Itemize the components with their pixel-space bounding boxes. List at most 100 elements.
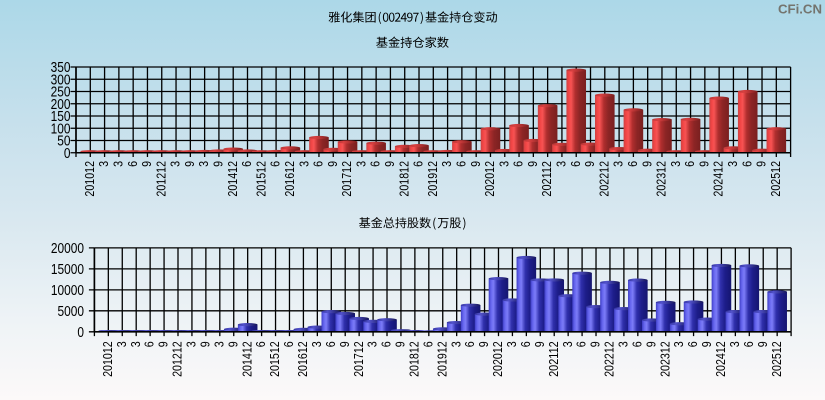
svg-text:9: 9: [326, 161, 340, 167]
svg-text:3: 3: [726, 161, 740, 167]
svg-text:201512: 201512: [254, 161, 268, 197]
svg-text:0: 0: [64, 146, 71, 162]
svg-text:6: 6: [740, 161, 754, 167]
svg-text:0: 0: [77, 325, 84, 341]
svg-text:3: 3: [111, 161, 125, 167]
svg-text:3: 3: [310, 341, 324, 347]
svg-text:50: 50: [57, 134, 70, 150]
svg-text:201812: 201812: [397, 161, 411, 197]
svg-text:201612: 201612: [283, 161, 297, 197]
svg-text:6: 6: [683, 161, 697, 167]
svg-text:6: 6: [512, 161, 526, 167]
svg-text:202212: 202212: [597, 161, 611, 197]
svg-text:3: 3: [497, 161, 511, 167]
svg-text:3: 3: [440, 161, 454, 167]
svg-text:3: 3: [169, 161, 183, 167]
svg-text:6: 6: [143, 341, 157, 347]
svg-text:9: 9: [183, 161, 197, 167]
svg-text:201212: 201212: [154, 161, 168, 197]
svg-text:9: 9: [644, 341, 658, 347]
svg-text:202112: 202112: [547, 341, 561, 377]
svg-text:3: 3: [129, 341, 143, 347]
svg-text:201712: 201712: [340, 161, 354, 197]
svg-text:6: 6: [626, 161, 640, 167]
svg-text:9: 9: [640, 161, 654, 167]
svg-text:6: 6: [126, 161, 140, 167]
svg-text:350: 350: [51, 60, 71, 76]
svg-text:9: 9: [756, 341, 770, 347]
svg-text:202012: 202012: [491, 341, 505, 377]
svg-text:6: 6: [412, 161, 426, 167]
svg-text:CFi.CN: CFi.CN: [778, 2, 822, 17]
svg-text:10000: 10000: [51, 283, 84, 299]
svg-text:201812: 201812: [407, 341, 421, 377]
svg-text:201412: 201412: [240, 341, 254, 377]
svg-text:202412: 202412: [714, 341, 728, 377]
svg-text:6: 6: [742, 341, 756, 347]
svg-text:201012: 201012: [101, 341, 115, 377]
svg-text:3: 3: [669, 161, 683, 167]
svg-text:201712: 201712: [352, 341, 366, 377]
svg-text:6: 6: [240, 161, 254, 167]
svg-text:3: 3: [449, 341, 463, 347]
svg-text:3: 3: [97, 161, 111, 167]
svg-text:9: 9: [477, 341, 491, 347]
svg-text:6: 6: [269, 161, 283, 167]
svg-text:3: 3: [185, 341, 199, 347]
svg-text:6: 6: [282, 341, 296, 347]
svg-text:201612: 201612: [296, 341, 310, 377]
svg-text:9: 9: [226, 341, 240, 347]
svg-text:3: 3: [115, 341, 129, 347]
svg-text:250: 250: [51, 85, 71, 101]
svg-text:201212: 201212: [171, 341, 185, 377]
svg-text:6: 6: [454, 161, 468, 167]
svg-text:201912: 201912: [435, 341, 449, 377]
svg-text:6: 6: [686, 341, 700, 347]
svg-text:202512: 202512: [769, 161, 783, 197]
svg-text:100: 100: [51, 121, 71, 137]
svg-text:5000: 5000: [58, 304, 84, 320]
svg-text:6: 6: [519, 341, 533, 347]
svg-text:6: 6: [312, 161, 326, 167]
svg-text:3: 3: [616, 341, 630, 347]
svg-text:6: 6: [324, 341, 338, 347]
svg-text:6: 6: [380, 341, 394, 347]
svg-text:202112: 202112: [540, 161, 554, 197]
svg-text:201012: 201012: [83, 161, 97, 197]
svg-text:6: 6: [630, 341, 644, 347]
svg-text:9: 9: [140, 161, 154, 167]
svg-text:9: 9: [589, 341, 603, 347]
svg-text:201412: 201412: [226, 161, 240, 197]
svg-text:202012: 202012: [483, 161, 497, 197]
svg-text:9: 9: [198, 341, 212, 347]
svg-text:20000: 20000: [51, 241, 84, 257]
svg-text:3: 3: [561, 341, 575, 347]
svg-text:15000: 15000: [51, 262, 84, 278]
svg-text:6: 6: [575, 341, 589, 347]
svg-text:6: 6: [254, 341, 268, 347]
svg-text:150: 150: [51, 109, 71, 125]
svg-text:3: 3: [366, 341, 380, 347]
svg-text:3: 3: [505, 341, 519, 347]
svg-text:6: 6: [369, 161, 383, 167]
svg-text:9: 9: [583, 161, 597, 167]
svg-text:9: 9: [755, 161, 769, 167]
svg-text:300: 300: [51, 72, 71, 88]
svg-text:3: 3: [728, 341, 742, 347]
svg-text:202312: 202312: [658, 341, 672, 377]
svg-text:9: 9: [338, 341, 352, 347]
svg-text:3: 3: [555, 161, 569, 167]
svg-text:9: 9: [212, 161, 226, 167]
svg-text:201512: 201512: [268, 341, 282, 377]
svg-text:3: 3: [297, 161, 311, 167]
svg-text:202212: 202212: [603, 341, 617, 377]
svg-text:3: 3: [672, 341, 686, 347]
svg-text:201912: 201912: [426, 161, 440, 197]
svg-text:6: 6: [569, 161, 583, 167]
svg-text:3: 3: [354, 161, 368, 167]
svg-text:9: 9: [157, 341, 171, 347]
svg-text:202512: 202512: [770, 341, 784, 377]
svg-text:9: 9: [533, 341, 547, 347]
svg-text:3: 3: [212, 341, 226, 347]
svg-text:6: 6: [463, 341, 477, 347]
